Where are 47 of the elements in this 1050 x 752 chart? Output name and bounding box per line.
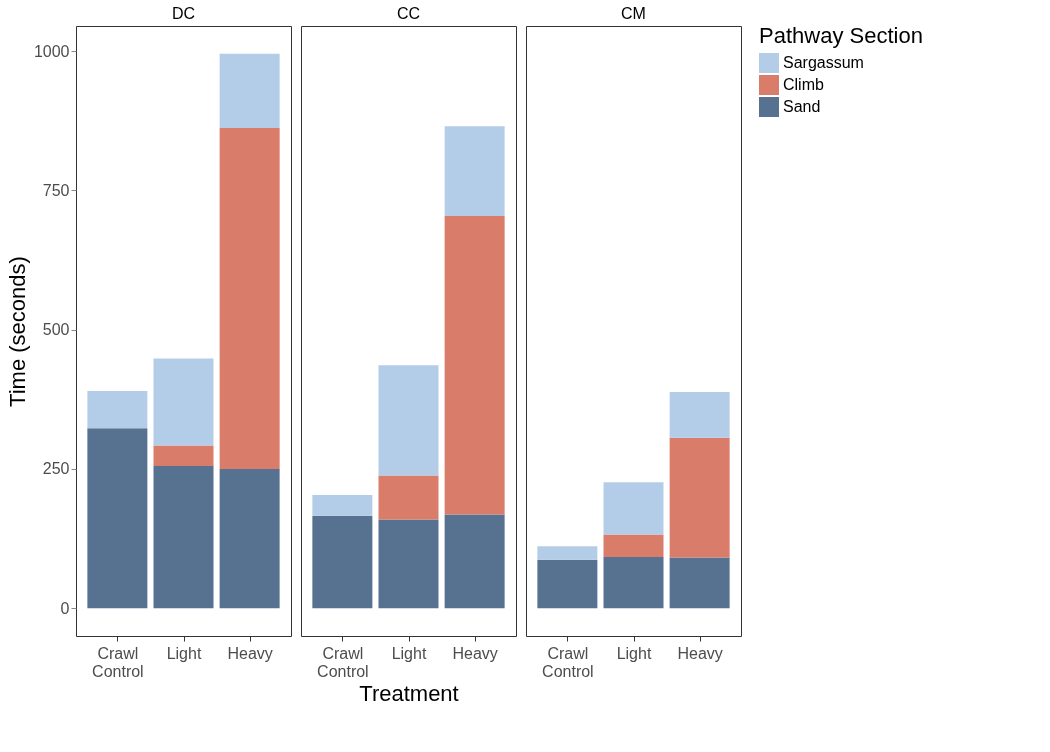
- x-tick-label: Light: [166, 644, 202, 662]
- legend-label: Sargassum: [783, 54, 864, 71]
- x-tick-label: Crawl Control: [92, 644, 144, 680]
- legend-title: Pathway Section: [759, 23, 923, 48]
- bar: [603, 534, 664, 557]
- chart-title: CM: [621, 5, 646, 22]
- chart-title: DC: [171, 5, 196, 22]
- bar: [312, 495, 373, 516]
- bar: [87, 390, 148, 429]
- legend-label: Sand: [783, 98, 821, 115]
- bar: [444, 126, 505, 216]
- bar: [87, 428, 148, 609]
- bar: [153, 358, 214, 446]
- bar: [153, 445, 214, 467]
- bar: [219, 127, 280, 469]
- bar: [537, 559, 598, 609]
- y-tick-label: 1000: [33, 42, 70, 60]
- x-tick-label: Light: [391, 644, 427, 662]
- x-axis-title: Treatment: [359, 680, 459, 706]
- bar: [669, 437, 730, 558]
- x-tick-label: Crawl Control: [542, 644, 594, 680]
- x-tick-label: Heavy: [677, 644, 723, 662]
- x-tick-label: Crawl Control: [317, 644, 369, 680]
- y-tick-label: 750: [42, 181, 70, 199]
- bar: [444, 514, 505, 609]
- bar: [378, 519, 439, 609]
- bar: [669, 392, 730, 438]
- chart-title: CC: [396, 5, 421, 22]
- bar: [219, 468, 280, 609]
- y-tick-label: 500: [42, 321, 70, 339]
- y-tick-label: 250: [42, 460, 70, 478]
- bar: [444, 215, 505, 515]
- bar: [603, 482, 664, 535]
- y-axis-title: Time (seconds): [4, 256, 30, 407]
- bar: [153, 466, 214, 609]
- bar: [603, 556, 664, 609]
- bar: [219, 53, 280, 128]
- bar: [378, 365, 439, 476]
- bar: [312, 515, 373, 609]
- x-tick-label: Heavy: [227, 644, 273, 662]
- legend-label: Climb: [783, 76, 824, 93]
- bar: [537, 546, 598, 560]
- x-tick-label: Heavy: [452, 644, 498, 662]
- y-tick-label: 0: [60, 599, 70, 617]
- x-tick-label: Light: [616, 644, 652, 662]
- bar: [669, 557, 730, 609]
- bar: [378, 475, 439, 520]
